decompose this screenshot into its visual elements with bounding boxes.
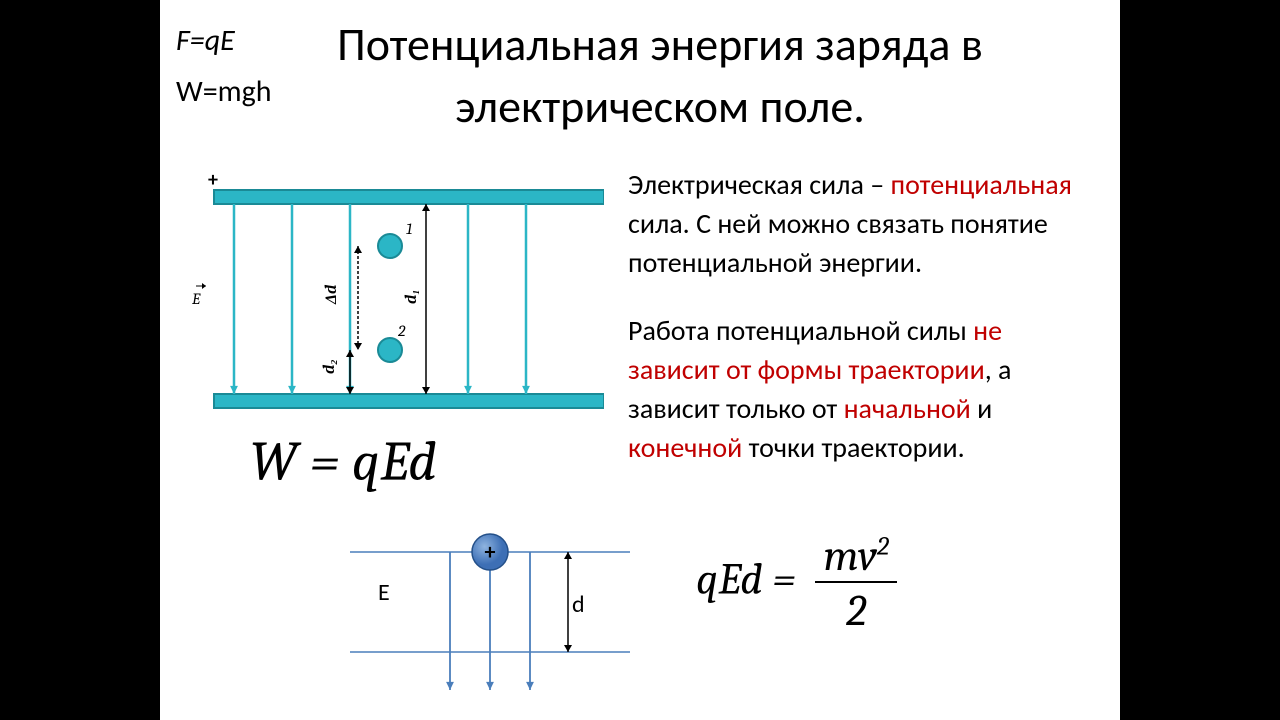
page-title: Потенциальная энергия заряда в электриче… (260, 14, 1060, 138)
body-text: Электрическая сила – потенциальная сила.… (628, 165, 1098, 495)
d-label: d (572, 590, 585, 619)
corner-formulas: F=qE W=mgh (176, 22, 271, 110)
svg-text:d₁: d₁ (402, 289, 420, 304)
svg-text:+: + (485, 538, 496, 565)
slide: F=qE W=mgh Потенциальная энергия заряда … (160, 0, 1120, 720)
svg-text:1: 1 (406, 220, 412, 238)
svg-text:d₂: d₂ (320, 359, 338, 374)
e-label: E (378, 578, 390, 607)
formula-w-mgh: W=mgh (176, 73, 271, 110)
paragraph-2: Работа потенциальной силы не зависит от … (628, 311, 1098, 468)
work-formula: W = qEd (250, 430, 437, 494)
svg-text:E: E (191, 290, 201, 308)
svg-text:Δd: Δd (322, 284, 340, 305)
fraction: mv2 2 (815, 530, 897, 636)
formula-f-qe: F=qE (176, 22, 271, 59)
capacitor-diagram: 1 2 Δd d₁ d₂ E (184, 168, 604, 416)
field-diagram: + (340, 530, 640, 700)
paragraph-1: Электрическая сила – потенциальная сила.… (628, 165, 1098, 283)
kinetic-formula: qEd = mv2 2 (696, 530, 897, 636)
svg-text:2: 2 (397, 322, 406, 340)
